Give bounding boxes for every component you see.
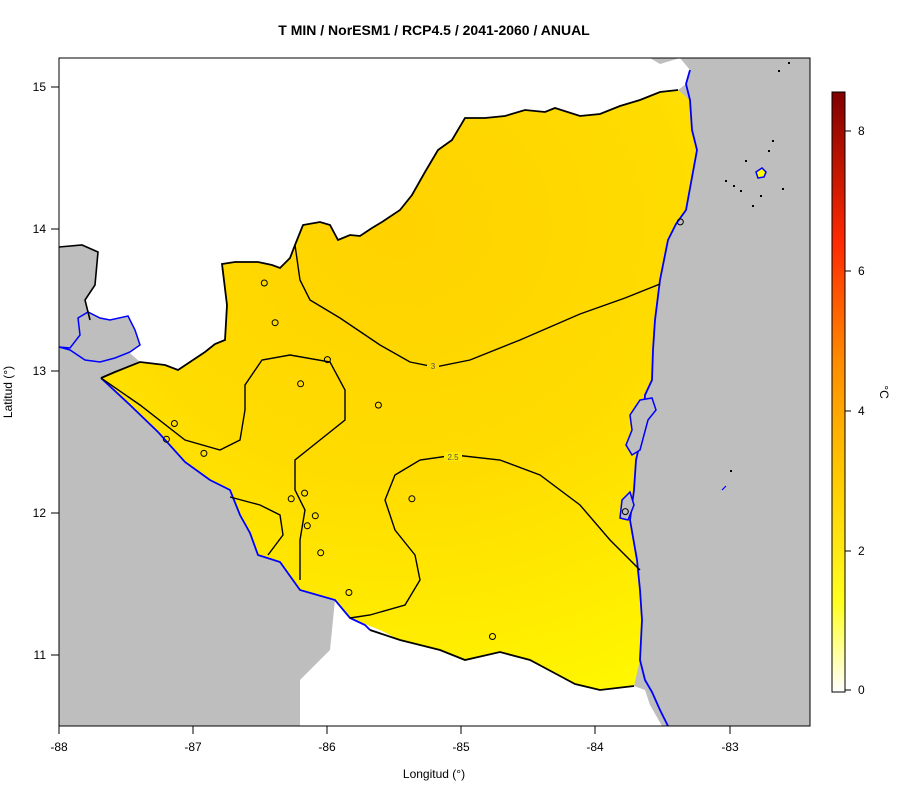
colorbar [831,91,846,693]
station-marker [621,508,629,516]
station-marker [301,489,309,497]
chart-title: T MIN / NorESM1 / RCP4.5 / 2041-2060 / A… [278,22,590,38]
x-tick-label: -85 [452,740,470,754]
corn-island [721,485,727,491]
colorbar-tick-label: 4 [858,404,865,418]
station-marker [374,401,382,409]
north-border [100,89,679,379]
miskito-cays [725,62,790,472]
station-marker [271,319,279,327]
station-marker [162,435,170,443]
station-marker [287,495,295,503]
colorbar-tick-label: 2 [858,544,865,558]
contour-label-3: 3 [431,362,436,371]
station-marker [323,356,331,364]
x-axis-label: Longitud (°) [403,767,465,781]
y-tick-label: 13 [33,364,47,378]
colorbar-unit-label: °C [877,385,891,399]
station-marker [260,279,268,287]
map-area: 3 2.5 [59,58,810,726]
x-tick-label: -83 [721,740,739,754]
gulf-of-fonseca [59,311,141,363]
station-marker [200,449,208,457]
colorbar-ticks [845,130,851,691]
contour-3 [294,244,661,368]
station-marker [408,495,416,503]
y-axis-label: Latitud (°) [1,366,15,418]
y-tick-label: 14 [33,222,47,236]
station-marker [489,633,496,640]
contour-lines [100,244,661,619]
contour-2.5-west [229,496,284,556]
y-tick-label: 12 [33,506,47,520]
contour-2.5-north [100,354,346,580]
caribbean-coast [629,69,698,726]
station-marker [317,549,325,557]
honduras-region [59,58,690,370]
station-marker [311,512,319,520]
station-marker [345,589,353,596]
honduras-west-border [59,244,99,321]
x-tick-label: -86 [318,740,336,754]
station-marker [676,218,684,226]
costa-rica-region [300,600,662,726]
station-markers [162,218,684,640]
y-tick-label: 15 [33,80,47,94]
station-marker [297,380,305,388]
colorbar-tick-label: 0 [858,683,865,697]
station-marker [303,522,311,530]
bluefields-bay [619,490,635,521]
pearl-lagoon [625,397,657,457]
contour-2.5-south [349,454,641,619]
x-tick-label: -84 [586,740,604,754]
y-axis [51,86,60,656]
contour-label-2.5: 2.5 [447,453,459,462]
island-marker [755,167,767,179]
y-tick-label: 11 [34,648,47,662]
colorbar-tick-label: 8 [858,124,865,138]
station-marker [170,420,178,427]
x-axis [58,725,731,734]
x-tick-label: -87 [184,740,202,754]
south-border [369,629,635,691]
x-tick-label: -88 [50,740,68,754]
colorbar-tick-label: 6 [858,264,865,278]
